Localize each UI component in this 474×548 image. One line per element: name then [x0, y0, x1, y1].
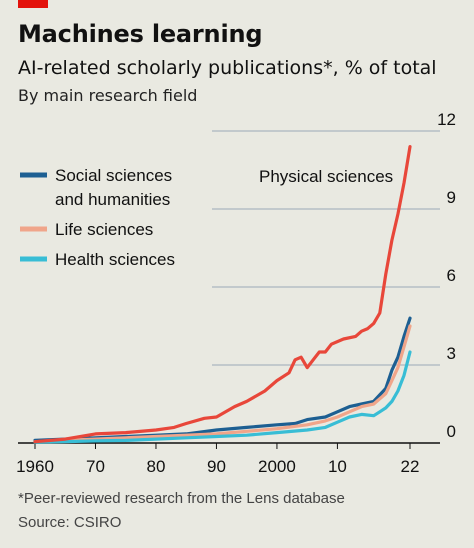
legend-label: Life sciences	[55, 220, 153, 239]
y-tick-label: 9	[447, 188, 456, 207]
legend-label: Social sciences	[55, 166, 172, 185]
y-tick-label: 3	[447, 344, 456, 363]
x-tick-label: 70	[86, 457, 105, 476]
legend-label: and humanities	[55, 190, 170, 209]
chart-subsubtitle: By main research field	[18, 86, 198, 105]
chart-subtitle: AI-related scholarly publications*, % of…	[18, 57, 437, 79]
accent-bar	[18, 0, 48, 8]
series-line-life	[33, 324, 412, 444]
x-tick-label: 22	[401, 457, 420, 476]
footnote: *Peer-reviewed research from the Lens da…	[18, 490, 345, 507]
source-note: Source: CSIRO	[18, 514, 122, 531]
y-tick-label: 6	[447, 266, 456, 285]
series-line-physical	[33, 145, 412, 444]
x-tick-label: 2000	[258, 457, 296, 476]
x-tick-label: 90	[207, 457, 226, 476]
series-line-health	[33, 350, 412, 444]
x-tick-label: 1960	[16, 457, 54, 476]
legend-label: Health sciences	[55, 250, 175, 269]
y-tick-label: 12	[437, 110, 456, 129]
chart-title: Machines learning	[18, 20, 263, 48]
physical-sciences-label: Physical sciences	[259, 167, 393, 186]
x-tick-label: 10	[328, 457, 347, 476]
y-tick-label: 0	[447, 422, 456, 441]
x-tick-label: 80	[147, 457, 166, 476]
